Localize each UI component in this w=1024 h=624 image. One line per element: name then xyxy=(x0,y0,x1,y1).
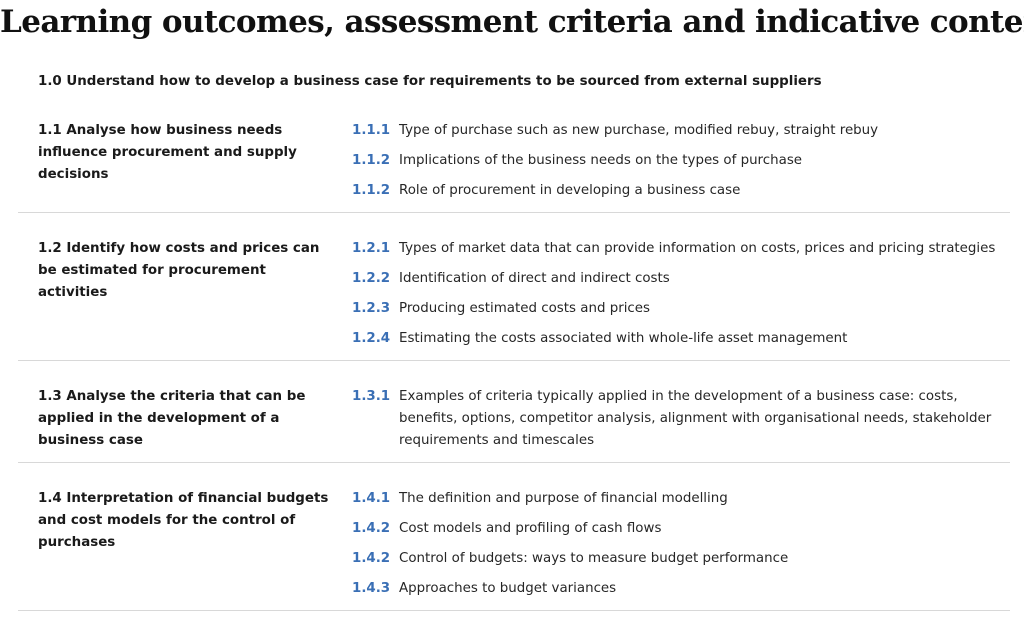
content-text: Approaches to budget variances xyxy=(399,581,617,596)
page-title: Learning outcomes, assessment criteria a… xyxy=(0,4,1024,40)
content-item: 1.2.3 Producing estimated costs and pric… xyxy=(352,298,1010,320)
content-code: 1.3.1 xyxy=(352,389,391,404)
content-code: 1.4.2 xyxy=(352,521,391,536)
content-text: Identification of direct and indirect co… xyxy=(399,271,670,286)
criteria-section-1-4: 1.4 Interpretation of financial budgets … xyxy=(18,476,1010,611)
content-code: 1.2.3 xyxy=(352,301,391,316)
content-item: 1.2.1 Types of market data that can prov… xyxy=(352,238,1010,260)
learning-outcome-heading: 1.0 Understand how to develop a business… xyxy=(38,74,822,89)
indicative-content-list: 1.4.1 The definition and purpose of fina… xyxy=(352,476,1010,600)
content-code: 1.2.4 xyxy=(352,331,391,346)
assessment-criterion: 1.4 Interpretation of financial budgets … xyxy=(38,491,329,550)
assessment-criterion: 1.2 Identify how costs and prices can be… xyxy=(38,241,320,300)
indicative-content-list: 1.1.1 Type of purchase such as new purch… xyxy=(352,108,1010,202)
content-code: 1.4.1 xyxy=(352,491,391,506)
content-item: 1.2.2 Identification of direct and indir… xyxy=(352,268,1010,290)
indicative-content-list: 1.3.1 Examples of criteria typically app… xyxy=(352,374,1010,452)
content-code: 1.4.3 xyxy=(352,581,391,596)
content-text: Types of market data that can provide in… xyxy=(399,241,996,256)
content-item: 1.4.2 Cost models and profiling of cash … xyxy=(352,518,1010,540)
content-text: Type of purchase such as new purchase, m… xyxy=(399,123,879,138)
content-text: Role of procurement in developing a busi… xyxy=(399,183,741,198)
content-code: 1.2.2 xyxy=(352,271,391,286)
indicative-content-list: 1.2.1 Types of market data that can prov… xyxy=(352,226,1010,350)
assessment-criterion: 1.3 Analyse the criteria that can be app… xyxy=(38,389,306,448)
content-text: Producing estimated costs and prices xyxy=(399,301,651,316)
content-item: 1.4.3 Approaches to budget variances xyxy=(352,578,1010,600)
content-item: 1.2.4 Estimating the costs associated wi… xyxy=(352,328,1010,350)
content-code: 1.1.2 xyxy=(352,183,391,198)
content-item: 1.4.1 The definition and purpose of fina… xyxy=(352,488,1010,510)
content-code: 1.1.1 xyxy=(352,123,391,138)
content-text: Implications of the business needs on th… xyxy=(399,153,803,168)
content-code: 1.1.2 xyxy=(352,153,391,168)
content-text: Control of budgets: ways to measure budg… xyxy=(399,551,789,566)
criteria-section-1-3: 1.3 Analyse the criteria that can be app… xyxy=(18,374,1010,463)
assessment-criterion: 1.1 Analyse how business needs influence… xyxy=(38,123,297,182)
content-item: 1.1.2 Implications of the business needs… xyxy=(352,150,1010,172)
content-code: 1.4.2 xyxy=(352,551,391,566)
criteria-section-1-2: 1.2 Identify how costs and prices can be… xyxy=(18,226,1010,361)
content-item: 1.3.1 Examples of criteria typically app… xyxy=(352,386,1010,452)
content-item: 1.1.1 Type of purchase such as new purch… xyxy=(352,120,1010,142)
content-text: The definition and purpose of financial … xyxy=(399,491,728,506)
criteria-table: 1.1 Analyse how business needs influence… xyxy=(18,108,1010,624)
content-item: 1.4.2 Control of budgets: ways to measur… xyxy=(352,548,1010,570)
content-text: Estimating the costs associated with who… xyxy=(399,331,848,346)
content-text: Examples of criteria typically applied i… xyxy=(399,389,992,448)
content-text: Cost models and profiling of cash flows xyxy=(399,521,662,536)
criteria-section-1-1: 1.1 Analyse how business needs influence… xyxy=(18,108,1010,213)
content-item: 1.1.2 Role of procurement in developing … xyxy=(352,180,1010,202)
content-code: 1.2.1 xyxy=(352,241,391,256)
